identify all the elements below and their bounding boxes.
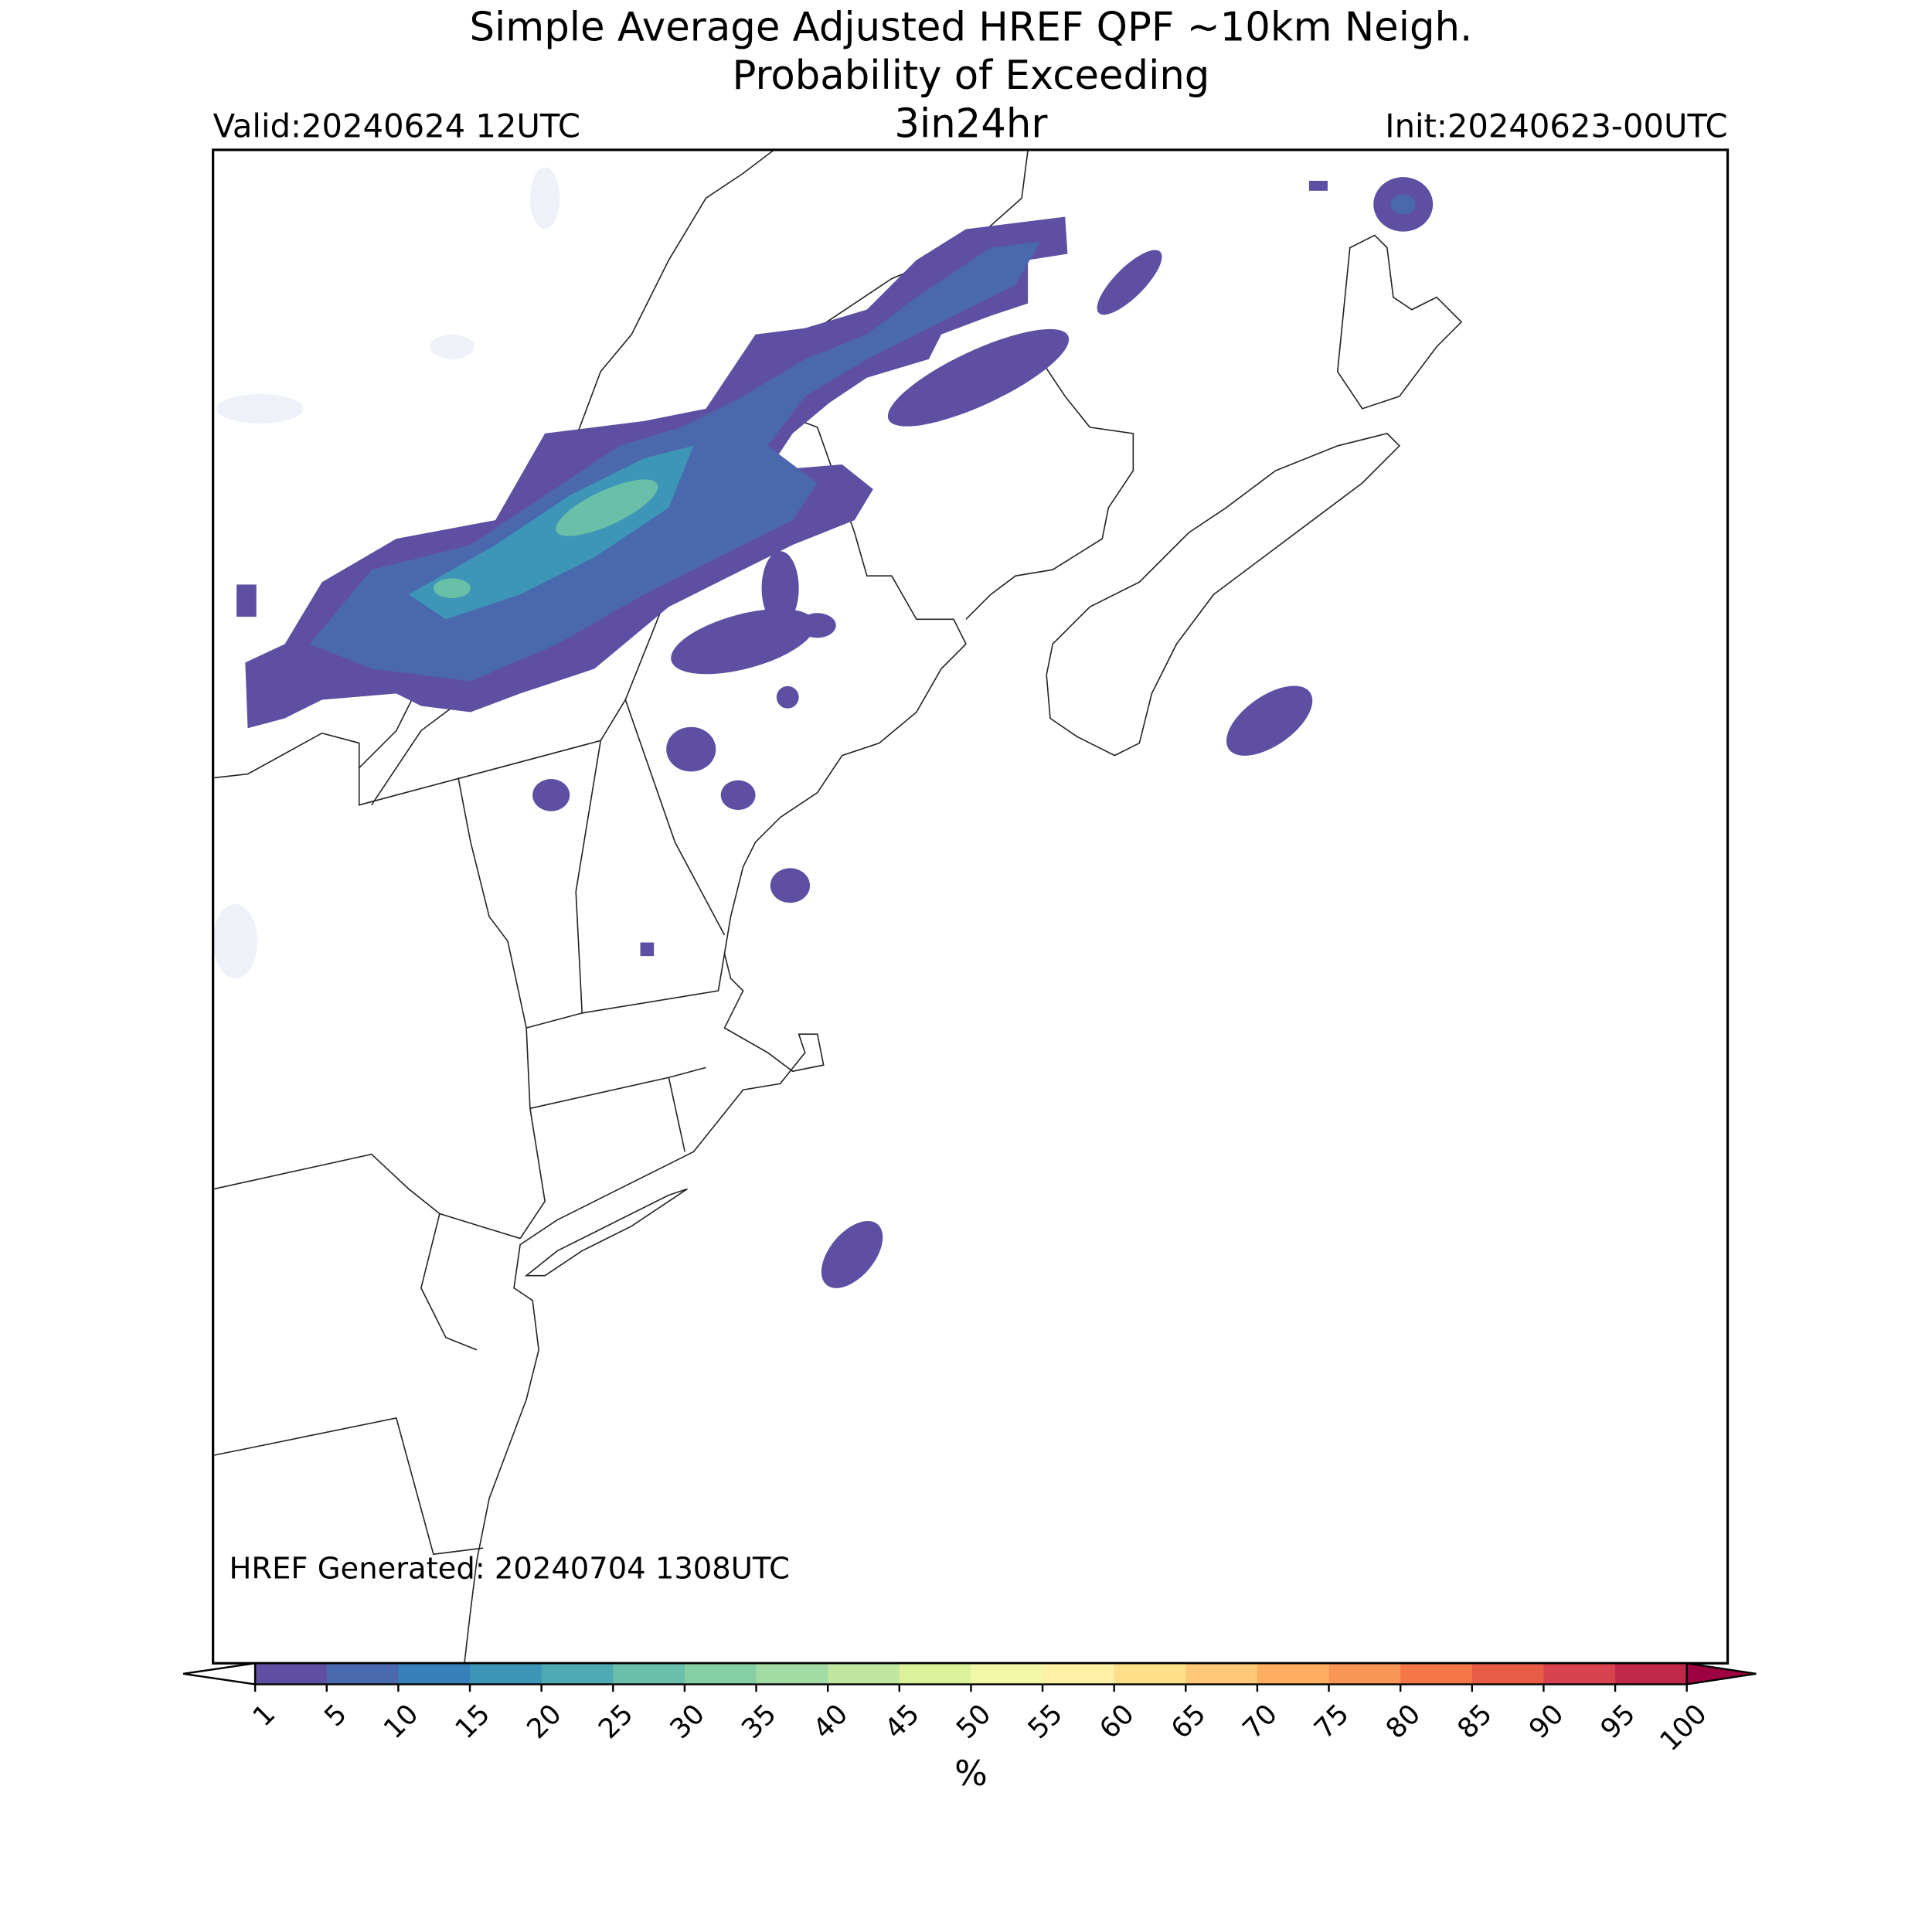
precip-core: [1390, 194, 1416, 215]
colorbar-segment: [756, 1663, 828, 1685]
colorbar-segment: [326, 1663, 400, 1685]
colorbar-segment: [684, 1663, 757, 1685]
precip-area: [798, 613, 836, 638]
precip-area: [666, 726, 716, 772]
long-island: [524, 1188, 688, 1277]
colorbar-segment: [470, 1663, 543, 1685]
precip-area: [1097, 250, 1162, 315]
lakes: [213, 167, 560, 979]
subtitle: Probability of Exceeding: [732, 53, 1209, 99]
colorbar-segment: [1257, 1663, 1330, 1685]
lake: [430, 334, 474, 359]
precip-area: [770, 868, 811, 903]
precip-area: [640, 942, 655, 957]
precip-area: [761, 551, 799, 626]
colorbar-label: %: [954, 1753, 988, 1794]
colorbar-segment: [1114, 1663, 1187, 1685]
colorbar-segment: [899, 1663, 972, 1685]
precip-area: [532, 779, 570, 811]
pei-cape-breton: [1336, 234, 1463, 410]
nova-scotia: [1046, 433, 1401, 757]
lake: [529, 167, 560, 230]
map: HREF Generated: 20240704 1308UTC: [212, 148, 1730, 1665]
maine-coast: [723, 643, 967, 954]
colorbar-segment: [613, 1663, 685, 1685]
colorbar-segment: [541, 1663, 614, 1685]
precip-core: [556, 479, 658, 536]
colorbar-segment: [828, 1663, 900, 1685]
colorbar-segment: [1543, 1663, 1616, 1685]
precip-area: [1226, 685, 1313, 756]
colorbar-segment: [1043, 1663, 1115, 1685]
colorbar-segment: [1615, 1663, 1688, 1685]
colorbar-segment: [255, 1663, 328, 1685]
lake: [213, 903, 258, 979]
threshold: 3in24hr: [894, 100, 1048, 147]
title: Simple Average Adjusted HREF QPF ~10km N…: [470, 4, 1473, 50]
precip-probability: [236, 177, 1434, 1288]
colorbar-segment: [971, 1663, 1043, 1685]
colorbar-segment: [398, 1663, 471, 1685]
us-state-lines: [214, 699, 726, 1556]
precip-area: [776, 685, 799, 709]
map-layers: [213, 149, 1463, 1664]
valid-time: Valid:20240624 12UTC: [213, 107, 580, 145]
precip-area: [720, 780, 756, 811]
precip-area: [1308, 180, 1328, 191]
lake: [216, 393, 304, 424]
precip-core: [433, 578, 471, 599]
precip-area: [236, 584, 257, 617]
colorbar-segment: [1328, 1663, 1401, 1685]
colorbar-segment: [1400, 1663, 1473, 1685]
new-brunswick: [965, 359, 1134, 620]
precip-area: [887, 328, 1070, 427]
precip-area: [821, 1220, 883, 1288]
init-time: Init:20240623-00UTC: [1385, 107, 1727, 145]
colorbar-segment: [1185, 1663, 1258, 1685]
generated-note: HREF Generated: 20240704 1308UTC: [229, 1552, 789, 1587]
new-england-coast: [464, 953, 825, 1664]
colorbar-segment: [1471, 1663, 1545, 1685]
colorbar-frame: [253, 1662, 1688, 1685]
